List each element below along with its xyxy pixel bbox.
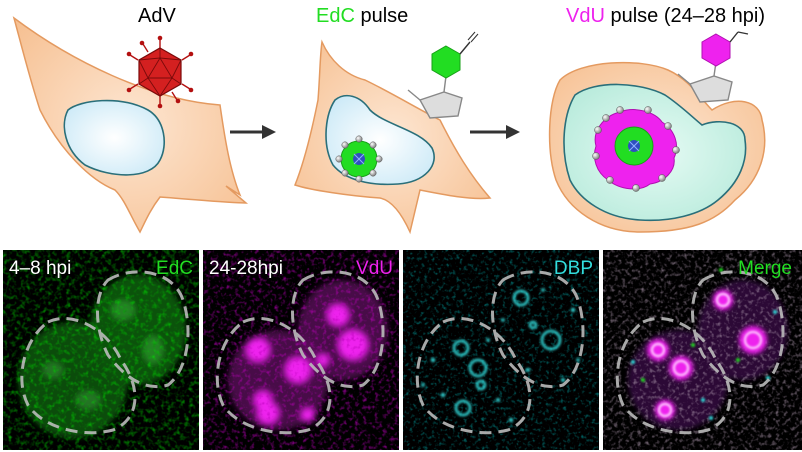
- step1-group: AdV: [12, 5, 249, 234]
- beads-2: [335, 135, 383, 183]
- vdu-title-rest: pulse (24–28 hpi): [605, 5, 765, 27]
- panel-dbp: DBP: [403, 250, 599, 450]
- svg-text:VdU pulse (24–28 hpi): VdU pulse (24–28 hpi): [566, 5, 765, 27]
- edc-title-rest: pulse: [355, 5, 408, 27]
- panel2-channel-label: VdU: [356, 258, 393, 279]
- beads-3: [592, 106, 680, 192]
- arrow-2: [470, 125, 520, 139]
- panel-edc: 4–8 hpi EdC: [3, 250, 199, 450]
- edc-title-colored: EdC: [316, 5, 355, 27]
- panel4-channel-label: Merge: [738, 258, 792, 279]
- vdu-nucleoside-icon: [677, 31, 749, 103]
- panel3-channel-label: DBP: [553, 258, 593, 279]
- nucleus-1: [63, 99, 166, 176]
- vdu-title-colored: VdU: [566, 5, 605, 27]
- adenovirus-icon: [126, 35, 194, 109]
- edc-nucleoside-icon: [407, 31, 479, 119]
- arrow-1: [230, 125, 276, 139]
- panel-vdu: 24-28hpi VdU: [203, 250, 399, 450]
- panel-merge: Merge: [603, 250, 802, 450]
- adv-title: AdV: [138, 5, 176, 27]
- panel1-channel-label: EdC: [156, 258, 193, 279]
- panel1-time-label: 4–8 hpi: [9, 258, 72, 279]
- svg-text:EdC pulse: EdC pulse: [316, 5, 408, 27]
- panel2-time-label: 24-28hpi: [209, 258, 283, 279]
- step3-group: VdU pulse (24–28 hpi): [548, 5, 766, 233]
- step2-group: EdC pulse: [294, 5, 492, 235]
